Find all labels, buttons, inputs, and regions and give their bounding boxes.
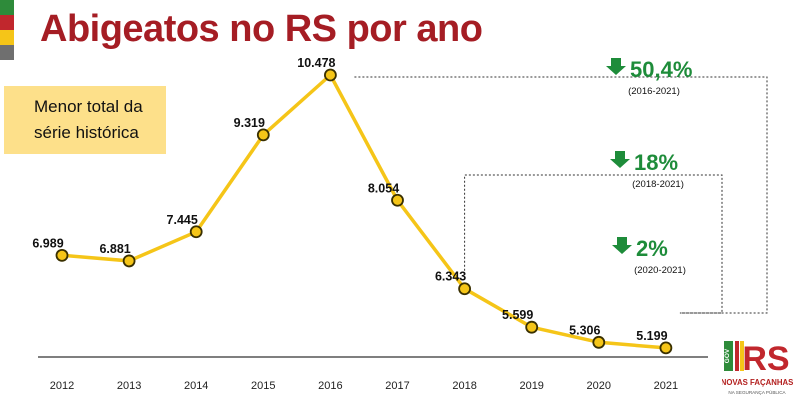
value-label-2021: 5.199: [636, 329, 667, 343]
note-line-2: série histórica: [34, 123, 139, 142]
value-label-2019: 5.599: [502, 308, 533, 322]
data-point-2020: [592, 335, 606, 349]
change-percent: 18%: [634, 150, 678, 175]
down-arrow-icon: [606, 58, 626, 75]
change-annotation-2016-2021: 50,4% (2016-2021): [606, 57, 692, 97]
logo-tagline: NOVAS FAÇANHAS: [722, 378, 793, 387]
record-low-note: Menor total da série histórica: [4, 86, 166, 154]
logo-subtagline: NA SEGURANÇA PÚBLICA: [728, 389, 786, 395]
series-line: [61, 73, 667, 350]
x-tick-label-2018: 2018: [452, 380, 476, 392]
change-period: (2018-2021): [632, 179, 684, 190]
flag-stripe-red: [0, 15, 14, 30]
change-period: (2016-2021): [628, 86, 680, 97]
x-tick-label-2021: 2021: [654, 380, 678, 392]
value-label-2013: 6.881: [99, 242, 130, 256]
x-tick-label-2020: 2020: [587, 380, 611, 392]
chart-title: Abigeatos no RS por ano: [40, 8, 483, 50]
data-point-2019: [525, 320, 539, 334]
change-percent: 2%: [636, 236, 668, 261]
x-tick-label-2019: 2019: [519, 380, 543, 392]
flag-stripe-gray: [0, 45, 14, 60]
change-period: (2020-2021): [634, 265, 686, 276]
value-label-2014: 7.445: [167, 213, 198, 227]
data-point-2018: [458, 282, 472, 296]
x-tick-label-2016: 2016: [318, 380, 342, 392]
value-label-2016: 10.478: [297, 56, 335, 70]
x-tick-label-2013: 2013: [117, 380, 141, 392]
x-tick-label-2012: 2012: [50, 380, 74, 392]
comparison-bracket-2018-2021: [464, 174, 723, 314]
change-percent: 50,4%: [630, 57, 692, 82]
note-line-1: Menor total da: [34, 97, 143, 116]
comparison-bracket-2016-2021: [354, 76, 768, 314]
data-point-2013: [122, 254, 136, 268]
change-annotation-2020-2021: 2% (2020-2021): [612, 236, 686, 276]
x-tick-label-2015: 2015: [251, 380, 275, 392]
value-label-2018: 6.343: [435, 270, 466, 284]
down-arrow-icon: [610, 151, 630, 168]
change-annotation-2018-2021: 18% (2018-2021): [610, 150, 684, 190]
flag-stripe-green: [0, 0, 14, 15]
data-point-2014: [189, 225, 203, 239]
data-point-2012: [55, 248, 69, 262]
value-label-2012: 6.989: [32, 236, 63, 250]
x-tick-label-2017: 2017: [385, 380, 409, 392]
rs-government-logo: GOV RS NOVAS FAÇANHAS NA SEGURANÇA PÚBLI…: [722, 340, 793, 395]
data-point-2021: [659, 341, 673, 355]
value-label-2020: 5.306: [569, 323, 600, 337]
logo-gov-text: GOV: [724, 348, 731, 363]
logo-gov-bar: [724, 341, 733, 371]
data-point-2015: [256, 128, 270, 142]
data-point-2017: [391, 193, 404, 207]
value-label-2015: 9.319: [234, 116, 265, 130]
flag-stripe-yellow: [0, 30, 14, 45]
down-arrow-icon: [612, 237, 632, 254]
logo-letters: RS: [742, 340, 789, 378]
value-label-2017: 8.054: [368, 181, 399, 195]
x-tick-label-2014: 2014: [184, 380, 208, 392]
data-point-2016: [323, 68, 337, 82]
